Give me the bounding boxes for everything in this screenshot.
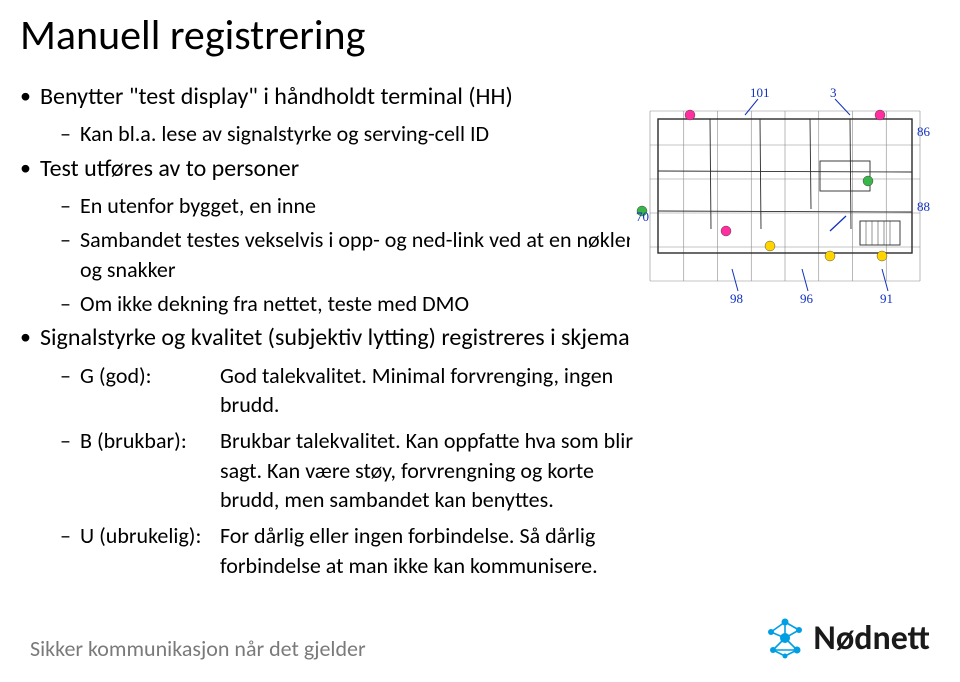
bullet-text: Signalstyrke og kvalitet (subjektiv lytt…	[40, 322, 640, 354]
sub-bullet-text: Sambandet testes vekselvis i opp- og ned…	[80, 225, 640, 284]
sub-bullet-text: Kan bl.a. lese av signalstyrke og servin…	[80, 119, 640, 149]
bullet-dash: –	[60, 289, 80, 319]
definition-row: – G (god): God talekvalitet. Minimal for…	[60, 361, 640, 420]
bullet-dot: •	[20, 81, 40, 113]
bullet-dash: –	[60, 426, 80, 515]
floorplan-image: 101 3 86 88 70 98 96 91	[630, 81, 940, 311]
logo-text: Nødnett	[813, 618, 930, 659]
network-icon	[761, 614, 809, 662]
svg-text:3: 3	[830, 85, 837, 100]
sub-bullet-item: – Kan bl.a. lese av signalstyrke og serv…	[60, 119, 640, 149]
bullet-dot: •	[20, 322, 40, 354]
definition-value: God talekvalitet. Minimal forvrenging, i…	[220, 361, 640, 420]
definition-row: – U (ubrukelig): For dårlig eller ingen …	[60, 521, 640, 580]
svg-text:86: 86	[917, 124, 931, 139]
bullet-item: • Signalstyrke og kvalitet (subjektiv ly…	[20, 322, 640, 354]
bullet-dot: •	[20, 153, 40, 185]
sub-bullet-text: Om ikke dekning fra nettet, teste med DM…	[80, 289, 640, 319]
bullet-text: Benytter "test display" i håndholdt term…	[40, 81, 640, 113]
footer: Sikker kommunikasjon når det gjelder Nød…	[0, 614, 960, 662]
svg-text:70: 70	[636, 209, 649, 224]
sub-bullet-item: – Om ikke dekning fra nettet, teste med …	[60, 289, 640, 319]
definition-row: – B (brukbar): Brukbar talekvalitet. Kan…	[60, 426, 640, 515]
svg-text:96: 96	[800, 291, 814, 306]
footer-tagline: Sikker kommunikasjon når det gjelder	[30, 635, 366, 662]
bullet-dash: –	[60, 521, 80, 580]
definition-value: For dårlig eller ingen forbindelse. Så d…	[220, 521, 640, 580]
definition-label: B (brukbar):	[80, 426, 220, 515]
definition-label: U (ubrukelig):	[80, 521, 220, 580]
logo: Nødnett	[761, 614, 930, 662]
svg-text:88: 88	[917, 199, 930, 214]
bullet-item: • Test utføres av to personer	[20, 153, 640, 185]
bullet-list: • Benytter "test display" i håndholdt te…	[20, 81, 640, 580]
bullet-item: • Benytter "test display" i håndholdt te…	[20, 81, 640, 113]
definition-value: Brukbar talekvalitet. Kan oppfatte hva s…	[220, 426, 640, 515]
page-title: Manuell registrering	[0, 0, 960, 81]
definition-label: G (god):	[80, 361, 220, 420]
definition-list: – G (god): God talekvalitet. Minimal for…	[20, 361, 640, 581]
bullet-dash: –	[60, 225, 80, 284]
svg-text:91: 91	[880, 291, 893, 306]
bullet-text: Test utføres av to personer	[40, 153, 640, 185]
content-area: • Benytter "test display" i håndholdt te…	[0, 81, 960, 580]
svg-text:98: 98	[730, 291, 743, 306]
svg-text:101: 101	[750, 85, 770, 100]
bullet-dash: –	[60, 119, 80, 149]
bullet-dash: –	[60, 191, 80, 221]
sub-bullet-item: – Sambandet testes vekselvis i opp- og n…	[60, 225, 640, 284]
sub-bullet-item: – En utenfor bygget, en inne	[60, 191, 640, 221]
sub-bullet-text: En utenfor bygget, en inne	[80, 191, 640, 221]
bullet-dash: –	[60, 361, 80, 420]
